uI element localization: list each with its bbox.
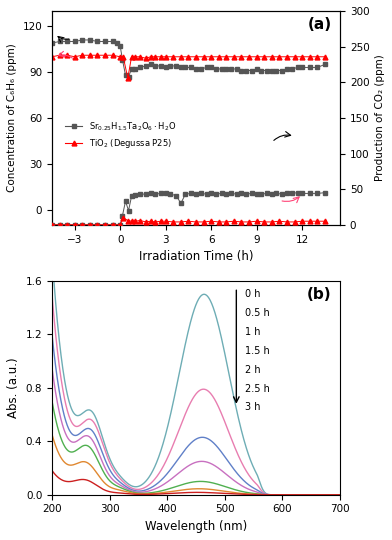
- Text: 3 h: 3 h: [245, 402, 260, 413]
- Y-axis label: Concentration of C₆H₆ (ppm): Concentration of C₆H₆ (ppm): [7, 44, 17, 192]
- Text: 0 h: 0 h: [245, 289, 260, 300]
- X-axis label: Wavelength (nm): Wavelength (nm): [145, 520, 247, 533]
- X-axis label: Irradiation Time (h): Irradiation Time (h): [139, 250, 253, 263]
- Text: 0.5 h: 0.5 h: [245, 308, 270, 318]
- Legend: Sr$_{0.25}$H$_{1.5}$Ta$_2$O$_6\cdot$H$_2$O, TiO$_2$ (Degussa P25): Sr$_{0.25}$H$_{1.5}$Ta$_2$O$_6\cdot$H$_2…: [62, 117, 179, 153]
- Text: 2.5 h: 2.5 h: [245, 383, 270, 394]
- Text: 1 h: 1 h: [245, 327, 260, 337]
- Text: (b): (b): [307, 287, 331, 302]
- Text: 1.5 h: 1.5 h: [245, 346, 270, 356]
- Text: 2 h: 2 h: [245, 364, 261, 375]
- Text: (a): (a): [307, 17, 331, 32]
- Y-axis label: Production of CO₂ (ppm): Production of CO₂ (ppm): [375, 55, 385, 181]
- Y-axis label: Abs. (a.u.): Abs. (a.u.): [7, 357, 20, 418]
